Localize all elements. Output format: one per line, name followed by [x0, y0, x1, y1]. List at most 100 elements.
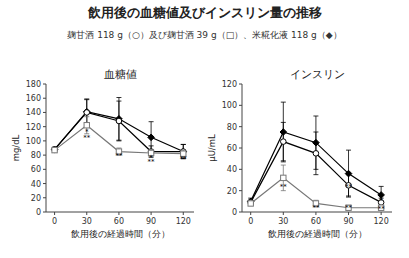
subtitle: 麹甘酒 118 g（○）及び麹甘酒 39 g（□）、米糀化液 118 g（◆）: [67, 30, 341, 40]
x-tick-label: 30: [278, 217, 288, 226]
y-tick: [239, 126, 242, 127]
y-tick: [43, 197, 46, 198]
y-tick: [239, 148, 242, 149]
marker: [51, 146, 58, 153]
y-tick-label: 80: [31, 151, 41, 160]
error-bar: [313, 132, 318, 175]
error-cap: [181, 144, 186, 145]
error-bar: [52, 148, 57, 152]
x-tick-label: 30: [82, 217, 92, 226]
error-stem: [283, 102, 284, 162]
error-cap: [149, 149, 154, 150]
marker: [52, 147, 58, 153]
y-tick: [43, 169, 46, 170]
annotation: **: [378, 205, 386, 213]
annotation: **: [83, 134, 91, 142]
y-tick-label: 180: [26, 80, 41, 89]
figure: 飲用後の血糖値及びインスリン量の推移麹甘酒 118 g（○）及び麹甘酒 39 g…: [0, 0, 409, 258]
x-tick: [54, 212, 55, 215]
series: [52, 100, 186, 159]
error-cap: [149, 145, 154, 146]
y-tick: [239, 105, 242, 106]
x-tick: [118, 212, 119, 215]
marker: [248, 201, 253, 206]
y-axis-label: mg/dL: [11, 134, 21, 161]
y-tick: [239, 169, 242, 170]
marker: [313, 151, 319, 157]
panel: 0204060801001200306090120飲用後の経過時間（分）μU/m…: [207, 68, 392, 239]
error-cap: [84, 98, 89, 99]
x-tick-label: 90: [343, 217, 353, 226]
error-cap: [181, 150, 186, 151]
y-axis: [46, 84, 47, 212]
error-cap: [346, 197, 351, 198]
marker: [248, 200, 254, 206]
title: 飲用後の血糖値及びインスリン量の推移: [87, 5, 322, 20]
error-cap: [84, 99, 89, 100]
error-cap: [281, 122, 286, 123]
marker: [52, 147, 57, 152]
error-bar: [248, 201, 253, 205]
y-tick-label: 80: [227, 123, 237, 132]
error-cap: [346, 150, 351, 151]
x-tick-label: 90: [146, 217, 156, 226]
annotation: **: [280, 183, 288, 191]
series: [51, 98, 186, 159]
y-tick-label: 40: [227, 165, 237, 174]
x-axis: [46, 212, 194, 213]
y-tick-label: 160: [26, 94, 41, 103]
annotation: **: [345, 183, 353, 191]
y-tick: [239, 212, 242, 213]
x-tick: [348, 212, 349, 215]
y-tick: [43, 112, 46, 113]
error-bar: [116, 101, 121, 141]
plot-area: [51, 98, 186, 159]
y-tick-label: 60: [227, 144, 237, 153]
error-cap: [149, 121, 154, 122]
marker: [116, 118, 122, 124]
marker: [84, 110, 90, 116]
error-cap: [346, 196, 351, 197]
x-tick-label: 120: [176, 217, 191, 226]
y-tick: [43, 84, 46, 85]
plot-area: [247, 102, 384, 210]
x-axis-label: 飲用後の経過時間（分）: [71, 229, 170, 239]
x-tick: [86, 212, 87, 215]
marker: [281, 139, 287, 145]
error-cap: [281, 165, 286, 166]
error-cap: [281, 160, 286, 161]
y-tick-label: 20: [31, 194, 41, 203]
error-cap: [379, 186, 384, 187]
error-cap: [281, 161, 286, 162]
y-tick-label: 0: [232, 208, 237, 217]
y-tick: [43, 155, 46, 156]
series: [248, 122, 384, 206]
x-tick: [183, 212, 184, 215]
annotation: **: [345, 204, 353, 212]
y-tick-label: 60: [31, 165, 41, 174]
y-tick-label: 100: [222, 101, 237, 110]
background: [0, 0, 409, 258]
x-tick: [151, 212, 152, 215]
error-cap: [181, 144, 186, 145]
error-cap: [313, 174, 318, 175]
error-bar: [116, 98, 121, 141]
y-axis-label: μU/mL: [207, 134, 217, 162]
marker: [148, 134, 155, 141]
x-tick: [315, 212, 316, 215]
x-tick-label: 0: [248, 217, 253, 226]
x-tick-label: 60: [114, 217, 124, 226]
annotation: **: [180, 155, 188, 163]
y-tick-label: 40: [31, 180, 41, 189]
y-tick-label: 20: [227, 187, 237, 196]
error-cap: [116, 101, 121, 102]
error-cap: [116, 148, 121, 149]
x-tick-label: 120: [373, 217, 388, 226]
error-cap: [116, 97, 121, 98]
error-cap: [313, 116, 318, 117]
y-tick: [43, 183, 46, 184]
panel-title: インスリン: [290, 68, 345, 80]
error-bar: [281, 122, 286, 160]
x-axis-label: 飲用後の経過時間（分）: [268, 229, 367, 239]
annotation: **: [312, 204, 320, 212]
